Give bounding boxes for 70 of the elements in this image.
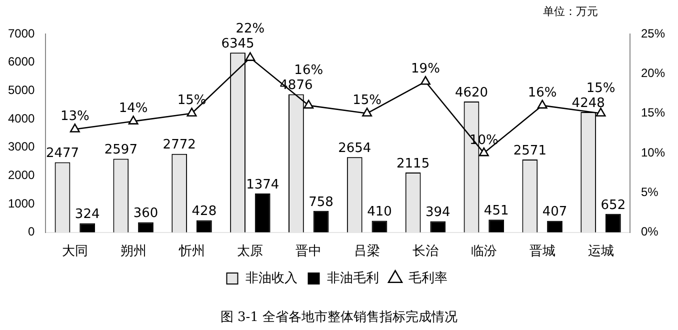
data-label: 758 <box>308 194 334 210</box>
x-tick-label: 大同 <box>62 242 88 258</box>
point <box>70 124 80 132</box>
data-label: 324 <box>74 207 100 222</box>
x-tick-label: 晋城 <box>529 242 556 258</box>
y-tick-label: 3000 <box>8 140 36 154</box>
data-label: 4248 <box>572 96 605 111</box>
data-label: 2772 <box>162 138 196 153</box>
y2-tick-label: 20% <box>640 66 666 80</box>
x-tick-label: 太原 <box>237 242 264 258</box>
data-label: 360 <box>133 206 158 222</box>
data-label: 2654 <box>338 141 372 156</box>
data-label: 428 <box>192 204 217 220</box>
data-label: 16% <box>528 85 557 100</box>
y-tick-label: 6000 <box>8 54 36 69</box>
data-label: 410 <box>367 204 392 220</box>
y2-tick-label: 25% <box>640 26 666 40</box>
x-tick-label: 朔州 <box>120 242 146 258</box>
point <box>420 76 430 85</box>
point <box>596 108 606 117</box>
y-tick-label: 1000 <box>8 196 36 210</box>
y2-tick-label: 15% <box>640 106 666 120</box>
data-label: 2597 <box>104 142 138 158</box>
data-label: 13% <box>60 109 90 124</box>
text: 单位：万元 <box>543 4 598 19</box>
bar <box>313 210 329 232</box>
data-label: 15% <box>352 93 382 108</box>
legend-label: 非油毛利 <box>326 270 379 286</box>
y-tick-label: 4000 <box>8 111 36 126</box>
data-label: 407 <box>542 204 568 220</box>
point <box>478 147 489 156</box>
data-label: 652 <box>600 198 626 213</box>
point <box>128 116 138 124</box>
data-label: 4620 <box>454 85 488 100</box>
legend-label: 非油收入 <box>245 270 298 286</box>
data-label: 451 <box>484 203 509 218</box>
data-label: 15% <box>586 80 616 96</box>
data-label: 6345 <box>221 36 254 52</box>
data-label: 22% <box>236 21 265 36</box>
x-tick-label: 长治 <box>412 242 438 258</box>
point <box>245 52 256 61</box>
data-label: 394 <box>425 205 450 220</box>
legend-label: 毛利率 <box>408 270 448 286</box>
bar <box>254 193 270 232</box>
x-tick-label: 晋中 <box>296 242 322 258</box>
point <box>304 100 314 109</box>
y-tick-label: 0 <box>28 224 36 239</box>
data-label: 14% <box>118 101 148 116</box>
data-label: 16% <box>294 63 324 78</box>
y-tick-label: 7000 <box>8 26 36 40</box>
data-label: 19% <box>411 61 440 76</box>
data-label: 15% <box>177 93 206 108</box>
data-label: 1374 <box>246 177 280 192</box>
y2-tick-label: 5% <box>640 185 659 200</box>
x-tick-label: 运城 <box>588 242 614 258</box>
caption: 图 3-1 全省各地市整体销售指标完成情况 <box>219 309 459 326</box>
y-tick-label: 2000 <box>8 168 36 182</box>
y2-tick-label: 10% <box>640 145 666 160</box>
point <box>537 100 548 109</box>
bar <box>80 223 96 232</box>
y-tick-label: 5000 <box>8 83 36 97</box>
data-label: 2571 <box>513 143 546 158</box>
y2-tick-label: 0% <box>640 224 659 239</box>
data-label: 2477 <box>46 146 80 162</box>
x-tick-label: 忻州 <box>178 242 205 258</box>
point <box>362 108 372 117</box>
data-label: 2115 <box>396 156 430 172</box>
x-tick-label: 吕梁 <box>354 242 380 258</box>
x-tick-label: 临汾 <box>470 242 497 258</box>
point <box>186 108 197 117</box>
